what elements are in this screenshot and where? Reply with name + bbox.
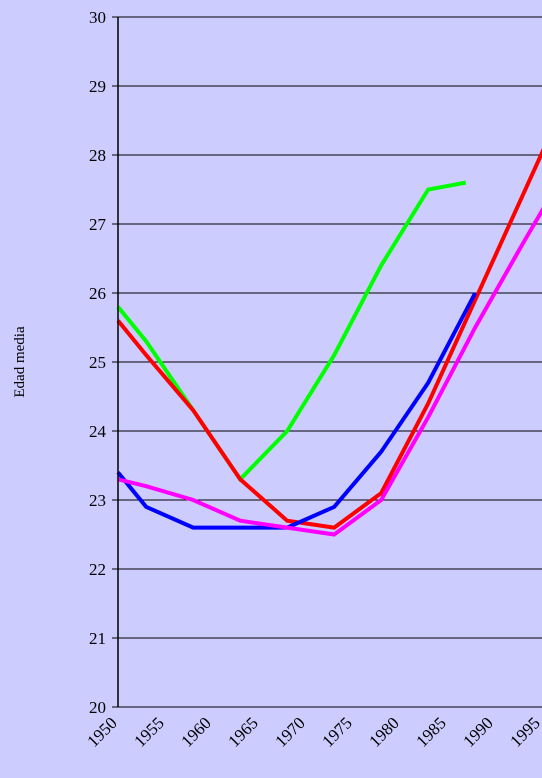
- gridlines: [118, 16, 542, 708]
- y-tick-label: 21: [89, 629, 106, 648]
- series-lines: [116, 147, 542, 537]
- y-tick-label: 20: [89, 698, 106, 717]
- y-tick-label: 25: [89, 353, 106, 372]
- x-tick-label: 1965: [224, 713, 261, 750]
- x-tick-label: 1980: [365, 713, 402, 750]
- y-tick-label: 30: [89, 8, 106, 27]
- series-line-4: [117, 206, 542, 537]
- x-tick-label: 1960: [177, 713, 214, 750]
- x-tick-label: 1975: [318, 713, 355, 750]
- x-tick-label: 1995: [506, 713, 542, 750]
- y-tick-label: 28: [89, 146, 106, 165]
- tick-labels: 20 21 22 23 24 25 26 27 28 29 30 1950 1955 1960 1965 19…: [83, 8, 542, 751]
- y-tick-label: 23: [89, 491, 106, 510]
- axes: [112, 16, 119, 708]
- y-axis-title: Edad media: [12, 326, 28, 398]
- y-tick-label: 27: [89, 215, 107, 234]
- y-tick-label: 29: [89, 77, 106, 96]
- y-tick-label: 26: [89, 284, 106, 303]
- x-tick-label: 1990: [459, 713, 496, 750]
- x-tick-label: 1950: [83, 713, 120, 750]
- x-tick-label: 1955: [130, 713, 167, 750]
- series-line-1: [116, 180, 467, 483]
- y-tick-label: 22: [89, 560, 106, 579]
- x-tick-label: 1970: [271, 713, 308, 750]
- x-tick-label: 1985: [412, 713, 449, 750]
- y-tick-label: 24: [89, 422, 107, 441]
- series-line-2: [116, 147, 542, 530]
